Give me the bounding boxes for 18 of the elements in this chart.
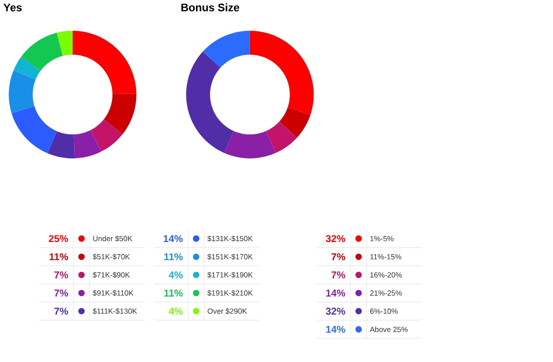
data-label: 7% <box>54 271 68 278</box>
data-label: 32% <box>326 308 346 315</box>
data-label: 4% <box>168 271 183 278</box>
data-label: 11% <box>164 253 183 260</box>
data-label: 7% <box>54 289 68 296</box>
data-label: 14% <box>326 289 346 296</box>
chart-title: Bonus Size <box>181 3 240 12</box>
data-label: 7% <box>332 253 346 260</box>
data-label: 7% <box>332 271 346 278</box>
chart-title: Yes <box>4 4 22 12</box>
data-label: 32% <box>326 234 346 242</box>
data-label: 7% <box>54 308 68 315</box>
data-label: 14% <box>326 326 346 333</box>
data-label: 11% <box>50 253 68 260</box>
data-label: 4% <box>168 308 183 315</box>
data-label: 25% <box>48 235 68 242</box>
data-label: 11% <box>164 289 183 296</box>
data-label: 14% <box>164 235 183 242</box>
